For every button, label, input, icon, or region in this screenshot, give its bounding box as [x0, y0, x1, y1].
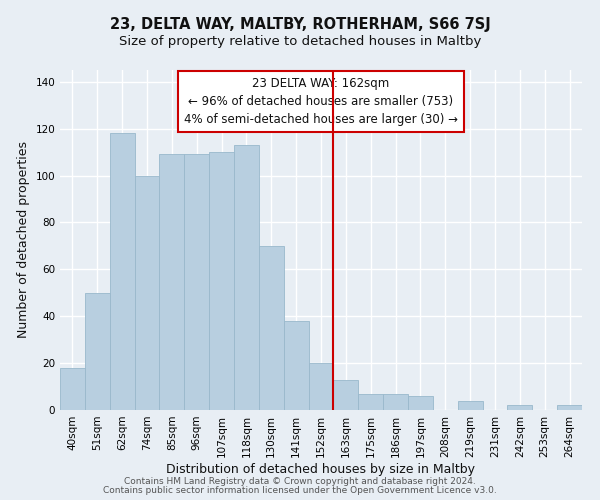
Text: 23, DELTA WAY, MALTBY, ROTHERHAM, S66 7SJ: 23, DELTA WAY, MALTBY, ROTHERHAM, S66 7S…: [110, 18, 490, 32]
Bar: [60, 368, 85, 410]
Bar: [85, 293, 110, 410]
Bar: [408, 396, 433, 410]
Bar: [458, 400, 482, 410]
Bar: [184, 154, 209, 410]
Bar: [383, 394, 408, 410]
X-axis label: Distribution of detached houses by size in Maltby: Distribution of detached houses by size …: [167, 462, 476, 475]
Text: Contains public sector information licensed under the Open Government Licence v3: Contains public sector information licen…: [103, 486, 497, 495]
Bar: [308, 363, 334, 410]
Bar: [358, 394, 383, 410]
Bar: [209, 152, 234, 410]
Bar: [160, 154, 184, 410]
Bar: [234, 145, 259, 410]
Bar: [110, 134, 134, 410]
Text: Contains HM Land Registry data © Crown copyright and database right 2024.: Contains HM Land Registry data © Crown c…: [124, 477, 476, 486]
Bar: [284, 321, 308, 410]
Text: 23 DELTA WAY: 162sqm
← 96% of detached houses are smaller (753)
4% of semi-detac: 23 DELTA WAY: 162sqm ← 96% of detached h…: [184, 77, 458, 126]
Bar: [334, 380, 358, 410]
Bar: [134, 176, 160, 410]
Bar: [259, 246, 284, 410]
Text: Size of property relative to detached houses in Maltby: Size of property relative to detached ho…: [119, 35, 481, 48]
Bar: [557, 406, 582, 410]
Y-axis label: Number of detached properties: Number of detached properties: [17, 142, 30, 338]
Bar: [508, 406, 532, 410]
